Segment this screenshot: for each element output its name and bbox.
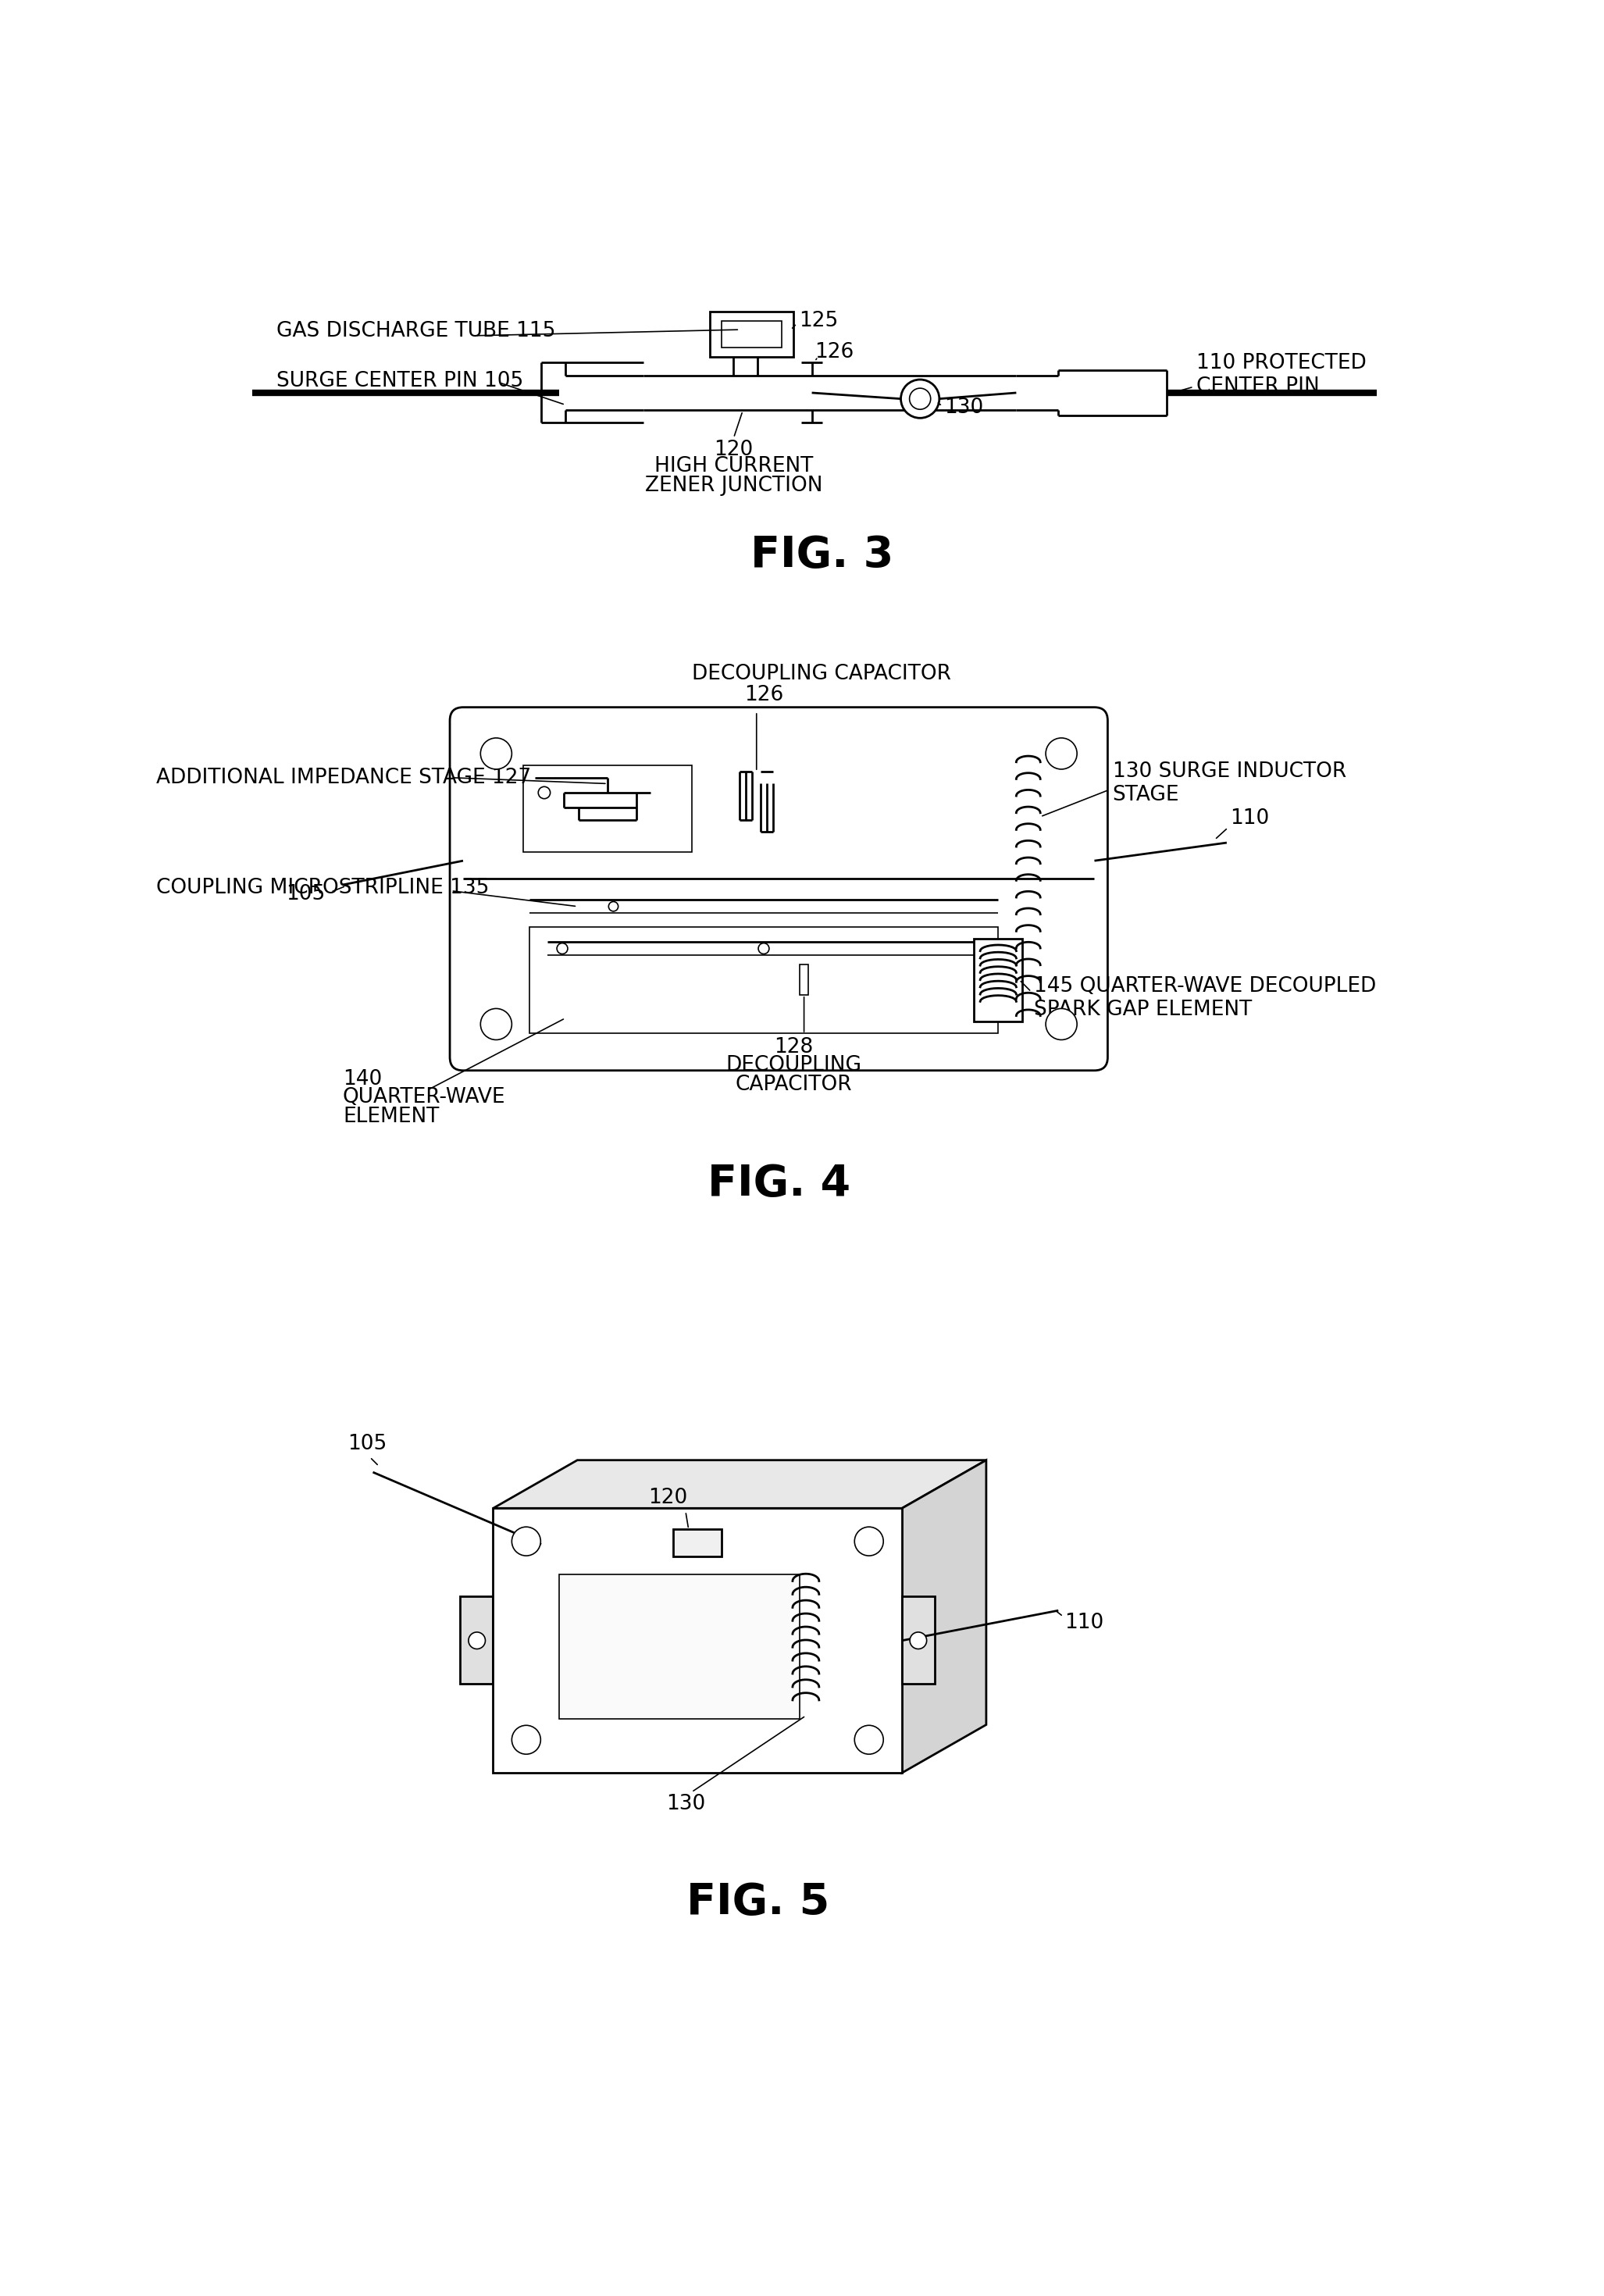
Text: 145 QUARTER-WAVE DECOUPLED
SPARK GAP ELEMENT: 145 QUARTER-WAVE DECOUPLED SPARK GAP ELE… bbox=[1035, 976, 1376, 1019]
Text: DECOUPLING CAPACITOR: DECOUPLING CAPACITOR bbox=[691, 664, 951, 684]
Text: HIGH CURRENT: HIGH CURRENT bbox=[654, 457, 813, 475]
Text: 130: 130 bbox=[945, 397, 983, 418]
Circle shape bbox=[909, 388, 930, 409]
Circle shape bbox=[855, 1527, 884, 1557]
Text: 105: 105 bbox=[346, 1433, 387, 1453]
Bar bbox=[560, 1575, 800, 1720]
Bar bbox=[974, 939, 1022, 1022]
Circle shape bbox=[481, 1008, 512, 1040]
Text: 126: 126 bbox=[815, 342, 853, 363]
Text: FIG. 4: FIG. 4 bbox=[707, 1162, 850, 1205]
Text: 120: 120 bbox=[714, 441, 754, 459]
Circle shape bbox=[759, 944, 770, 953]
Text: QUARTER-WAVE: QUARTER-WAVE bbox=[343, 1088, 505, 1107]
Text: ELEMENT: ELEMENT bbox=[343, 1107, 439, 1127]
Circle shape bbox=[539, 788, 550, 799]
Circle shape bbox=[909, 1632, 927, 1649]
Polygon shape bbox=[492, 1460, 986, 1508]
Circle shape bbox=[481, 737, 512, 769]
Bar bbox=[709, 312, 794, 356]
Bar bbox=[800, 964, 808, 994]
Circle shape bbox=[468, 1632, 486, 1649]
Circle shape bbox=[901, 379, 940, 418]
Bar bbox=[901, 1596, 935, 1683]
Text: CAPACITOR: CAPACITOR bbox=[735, 1075, 852, 1095]
Circle shape bbox=[557, 944, 568, 953]
Bar bbox=[492, 1508, 901, 1773]
Text: ADDITIONAL IMPEDANCE STAGE 127: ADDITIONAL IMPEDANCE STAGE 127 bbox=[157, 767, 531, 788]
Text: FIG. 3: FIG. 3 bbox=[751, 535, 893, 576]
Circle shape bbox=[855, 1724, 884, 1754]
Circle shape bbox=[608, 902, 618, 912]
Circle shape bbox=[512, 1527, 541, 1557]
Bar bbox=[674, 1529, 722, 1557]
Text: 120: 120 bbox=[648, 1488, 687, 1508]
Text: FIG. 5: FIG. 5 bbox=[687, 1880, 829, 1924]
Text: 125: 125 bbox=[799, 310, 837, 331]
Bar bbox=[460, 1596, 492, 1683]
FancyBboxPatch shape bbox=[449, 707, 1108, 1070]
Text: COUPLING MICROSTRIPLINE 135: COUPLING MICROSTRIPLINE 135 bbox=[157, 877, 489, 898]
Polygon shape bbox=[901, 1460, 986, 1773]
Bar bbox=[523, 765, 691, 852]
Text: 110: 110 bbox=[1065, 1612, 1104, 1632]
Text: 110: 110 bbox=[1230, 808, 1269, 829]
Text: SURGE CENTER PIN 105: SURGE CENTER PIN 105 bbox=[276, 370, 523, 390]
Text: 130: 130 bbox=[666, 1793, 706, 1814]
Bar bbox=[722, 321, 781, 347]
Text: 105: 105 bbox=[286, 884, 326, 905]
Text: ZENER JUNCTION: ZENER JUNCTION bbox=[645, 475, 823, 496]
Bar bbox=[529, 928, 998, 1033]
Text: 110 PROTECTED
CENTER PIN: 110 PROTECTED CENTER PIN bbox=[1197, 354, 1367, 397]
Text: 140: 140 bbox=[343, 1070, 382, 1091]
Text: 126: 126 bbox=[744, 684, 784, 705]
Text: 128: 128 bbox=[775, 1038, 813, 1056]
Circle shape bbox=[512, 1724, 541, 1754]
Text: 130 SURGE INDUCTOR
STAGE: 130 SURGE INDUCTOR STAGE bbox=[1113, 762, 1346, 806]
Circle shape bbox=[1046, 737, 1076, 769]
Text: GAS DISCHARGE TUBE 115: GAS DISCHARGE TUBE 115 bbox=[276, 321, 555, 342]
Text: DECOUPLING: DECOUPLING bbox=[727, 1054, 861, 1075]
Circle shape bbox=[1046, 1008, 1076, 1040]
